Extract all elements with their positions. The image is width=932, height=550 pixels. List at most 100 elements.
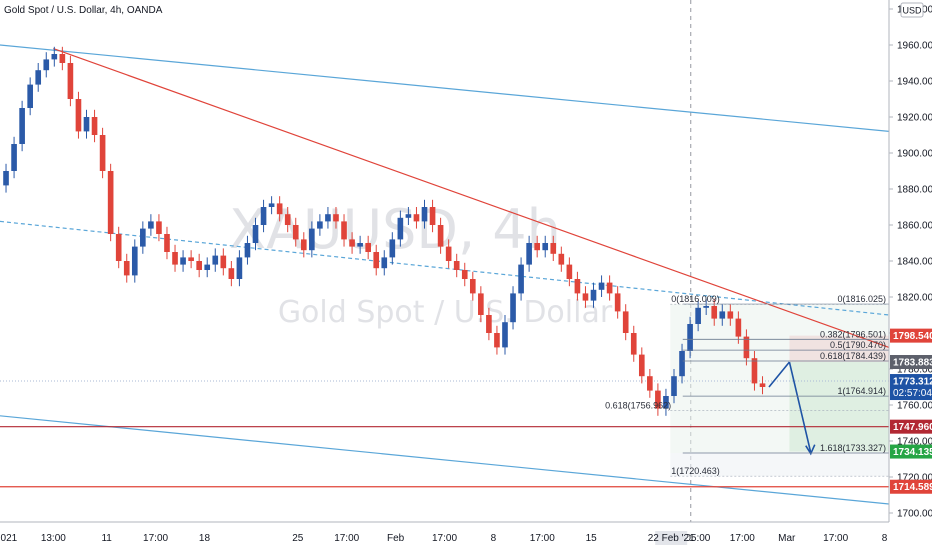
candle-body: [574, 279, 581, 294]
candle-body: [91, 117, 98, 135]
time-axis-ticks: 021 13:00 11 17:00 18 25 17:00 Feb 17:00 8 17:00 15…: [1, 531, 888, 545]
projection-arrowhead: [805, 444, 816, 456]
candle-body: [469, 279, 476, 294]
candle-body: [606, 282, 613, 294]
price-tag-label: 1734.135: [893, 447, 932, 458]
candle-body: [526, 243, 532, 265]
candle-body: [421, 207, 428, 222]
candle-body: [582, 293, 589, 301]
time-tick-label: 17:00: [432, 533, 457, 544]
candle-body: [341, 221, 347, 240]
price-tag-bg: [890, 419, 932, 434]
candle-body: [486, 315, 492, 333]
price-tick-label: 1820.000: [897, 293, 932, 304]
candle-body: [518, 264, 524, 294]
candle-body: [365, 243, 371, 252]
candle-body: [349, 239, 355, 247]
candle-body: [75, 99, 82, 132]
time-tick-label: Feb: [387, 533, 405, 544]
candle-body: [140, 228, 146, 247]
time-tick-label: 18: [199, 533, 211, 544]
candle-body: [453, 261, 460, 270]
candle-body: [429, 207, 436, 225]
price-tag-bg: [890, 444, 932, 459]
fib2-level-label: 0.618(1756.962): [605, 400, 671, 410]
candle-body: [3, 171, 9, 186]
price-tick-label: 1780.000: [897, 365, 932, 376]
drawings-layer: [0, 0, 890, 522]
candle-body: [671, 376, 677, 396]
price-tick-label: 1700.000: [897, 509, 932, 520]
candle-body: [228, 268, 235, 279]
candle-body: [711, 306, 718, 319]
time-tick-label: 8: [882, 533, 888, 544]
price-tick-label: 1960.000: [897, 41, 932, 52]
time-tick-label: 17:00: [143, 533, 168, 544]
price-tick-label: 1880.000: [897, 185, 932, 196]
candle-body: [614, 293, 621, 312]
candle-body: [83, 117, 90, 132]
price-tick-label: 1840.000: [897, 257, 932, 268]
currency-button[interactable]: [900, 2, 924, 18]
candle-body: [317, 221, 323, 229]
candle-body: [180, 257, 186, 265]
candle-body: [437, 225, 444, 247]
candle-body: [630, 333, 637, 355]
candle-body: [598, 282, 605, 290]
candle-body: [510, 293, 516, 323]
fib-zone: [670, 304, 889, 454]
time-tick-label: Mar: [778, 533, 796, 544]
candle-body: [502, 322, 508, 348]
channel-line: [0, 44, 890, 132]
candle-body: [542, 243, 549, 251]
time-tick-label: 17:00: [823, 533, 848, 544]
candle-body: [309, 228, 315, 251]
fibonacci-layer: 0(1816.025)0.382(1796.501)0.5(1790.470)0…: [605, 294, 889, 477]
price-tick-label: 1720.000: [897, 473, 932, 484]
candle-body: [268, 203, 275, 207]
candle-body: [252, 225, 259, 243]
candle-body: [67, 63, 74, 99]
time-tick-label: 021: [1, 533, 18, 544]
candle-body: [534, 243, 540, 251]
currency-label: USD: [902, 6, 922, 16]
candle-body: [478, 293, 484, 315]
price-tick-label: 1920.000: [897, 113, 932, 124]
candle-body: [655, 390, 661, 409]
price-tick-label: 1900.000: [897, 149, 932, 160]
candle-body: [284, 214, 291, 225]
time-tick-label: 15: [586, 533, 598, 544]
candle-body: [99, 135, 106, 171]
candle-body: [164, 234, 170, 252]
candle-body: [695, 307, 701, 324]
channel-line: [0, 415, 890, 505]
candle-body: [357, 243, 363, 247]
trendline-line: [53, 48, 890, 348]
price-tag-label: 1773.312: [893, 377, 932, 388]
price-tag-label: 1783.883: [893, 358, 932, 369]
candle-body: [663, 396, 669, 409]
candle-body: [333, 214, 339, 222]
watermark-name: Gold Spot / U.S. Dollar: [278, 295, 613, 330]
candle-body: [647, 376, 653, 391]
time-tick-label: 11: [101, 533, 112, 544]
candle-body: [389, 239, 396, 258]
candle-body: [292, 225, 299, 240]
time-tick-label: 05:00: [685, 533, 710, 544]
time-axis[interactable]: [0, 522, 889, 550]
time-tick-label: 17:00: [334, 533, 359, 544]
candle-body: [212, 255, 219, 265]
price-tag-label: 1798.540: [893, 331, 932, 342]
time-tick-label: 13:00: [41, 533, 66, 544]
channel-dashed-line: [0, 220, 890, 316]
price-tick-label: 1860.000: [897, 221, 932, 232]
candle-body: [156, 221, 162, 234]
price-tag-bg: [890, 328, 932, 343]
fib-level-label: 0.5(1790.470): [830, 340, 886, 350]
candle-body: [494, 333, 500, 348]
candle-body: [566, 264, 573, 279]
candle-body: [27, 84, 33, 108]
